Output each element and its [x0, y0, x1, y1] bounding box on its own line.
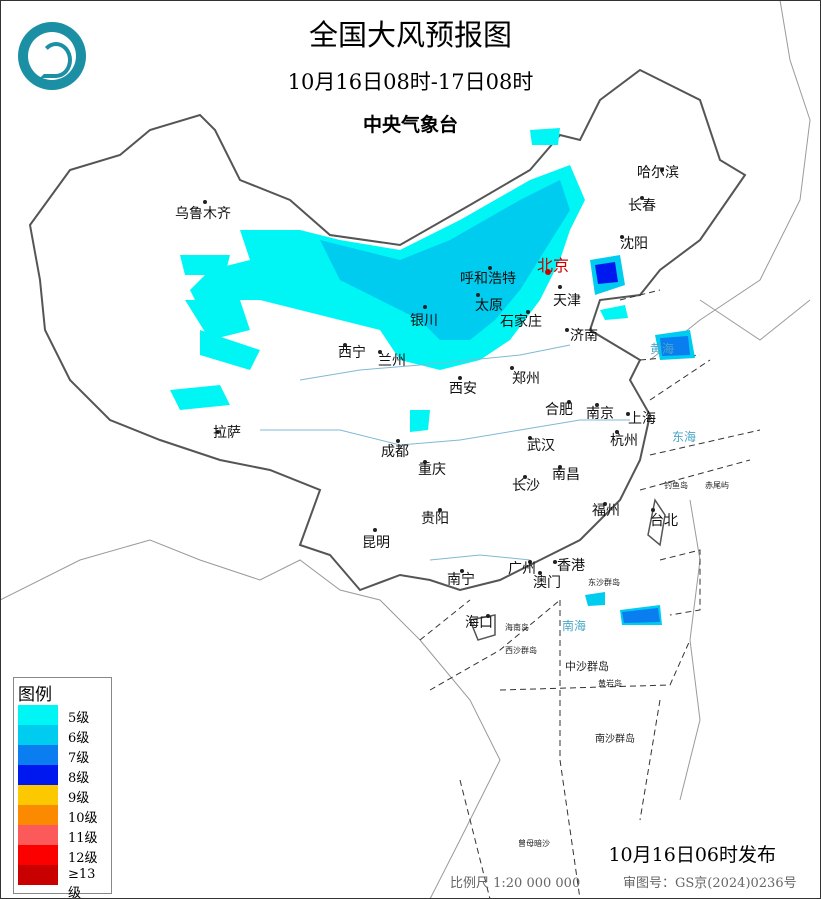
city-label: 海口	[465, 615, 493, 631]
city-label: 哈尔滨	[637, 165, 679, 181]
sea-label: 海南岛	[505, 623, 529, 632]
city-label: 成都	[381, 444, 409, 460]
city-label: 济南	[570, 328, 598, 344]
city-label: 香港	[557, 558, 585, 574]
city-dots	[203, 168, 664, 618]
city-label: 石家庄	[500, 314, 542, 330]
legend: 图例 5级 6级 7级 8级 9级 10级 11级 12级 ≥13级	[13, 677, 112, 899]
city-label: 西宁	[338, 345, 366, 361]
legend-item: 9级	[18, 785, 108, 806]
city-label: 银川	[410, 313, 438, 329]
wind-areas	[170, 128, 695, 625]
legend-swatch	[18, 865, 58, 885]
city-label: 合肥	[545, 402, 573, 418]
sea-label: 曾母暗沙	[518, 839, 550, 848]
city-label: 太原	[475, 298, 503, 314]
city-label: 广州	[508, 561, 536, 577]
legend-label: 10级	[68, 811, 98, 826]
legend-item: 11级	[18, 825, 108, 846]
legend-label: ≥13级	[68, 867, 96, 899]
legend-label: 8级	[68, 771, 90, 786]
legend-label: 6级	[68, 731, 90, 746]
sea-label: 南沙群岛	[595, 734, 635, 745]
city-label: 兰州	[378, 353, 406, 369]
legend-label: 9级	[68, 791, 90, 806]
city-label: 呼和浩特	[460, 271, 516, 287]
legend-item: 5级	[18, 705, 108, 726]
legend-swatch	[18, 845, 58, 865]
cma-logo-icon	[18, 22, 86, 90]
city-label: 长沙	[512, 478, 540, 494]
taiwan	[647, 498, 666, 547]
sea-label: 黄岩岛	[598, 679, 622, 688]
legend-swatch	[18, 745, 58, 765]
legend-item: 7级	[18, 745, 108, 766]
map-title: 全国大风预报图	[308, 18, 512, 52]
city-label: 杭州	[610, 433, 638, 449]
city-label: 重庆	[418, 462, 446, 478]
city-label: 长春	[628, 198, 656, 214]
rivers	[260, 344, 630, 561]
city-label: 南宁	[447, 572, 475, 588]
legend-swatch	[18, 825, 58, 845]
sea-label: 赤尾屿	[705, 481, 729, 490]
legend-label: 12级	[68, 851, 98, 866]
city-label: 沈阳	[620, 236, 648, 252]
legend-label: 7级	[68, 751, 90, 766]
issuer: 中央气象台	[362, 114, 458, 136]
legend-swatch	[18, 725, 58, 745]
legend-swatch	[18, 765, 58, 785]
legend-item: ≥13级	[18, 865, 108, 899]
legend-label: 5级	[68, 711, 90, 726]
city-label: 乌鲁木齐	[175, 206, 231, 222]
legend-swatch	[18, 785, 58, 805]
valid-period: 10月16日08时-17日08时	[287, 70, 534, 94]
legend-swatch	[18, 705, 58, 725]
city-label: 台北	[650, 513, 678, 529]
legend-item: 12级	[18, 845, 108, 866]
city-label: 上海	[628, 411, 656, 427]
legend-swatch	[18, 805, 58, 825]
city-label: 天津	[553, 293, 581, 309]
city-label: 西安	[449, 381, 477, 397]
map-scale: 比例尺 1:20 000 000	[450, 876, 581, 891]
legend-label: 11级	[68, 831, 98, 846]
city-label: 昆明	[362, 535, 390, 551]
sea-label: 中沙群岛	[565, 660, 609, 673]
sea-label: 黄海	[650, 342, 675, 356]
legend-title: 图例	[18, 685, 52, 705]
city-label: 武汉	[527, 438, 555, 454]
city-label: 澳门	[533, 575, 561, 591]
city-label: 郑州	[512, 371, 540, 387]
sea-label: 南海	[562, 619, 587, 633]
city-label: 南昌	[552, 467, 580, 483]
city-label: 贵阳	[421, 511, 449, 527]
sea-label: 东沙群岛	[588, 578, 620, 587]
legend-item: 8级	[18, 765, 108, 786]
city-label: 南京	[586, 406, 614, 422]
sea-label: 西沙群岛	[505, 646, 537, 655]
issue-time: 10月16日06时发布	[608, 844, 776, 866]
capital-label: 北京	[537, 256, 570, 275]
map-approval-number: 审图号：GS京(2024)0236号	[623, 876, 797, 891]
city-label: 福州	[592, 503, 620, 519]
sea-label: 钓鱼岛	[664, 481, 688, 490]
sea-label: 东海	[672, 430, 697, 444]
legend-item: 10级	[18, 805, 108, 826]
city-label: 拉萨	[213, 425, 241, 441]
legend-item: 6级	[18, 725, 108, 746]
